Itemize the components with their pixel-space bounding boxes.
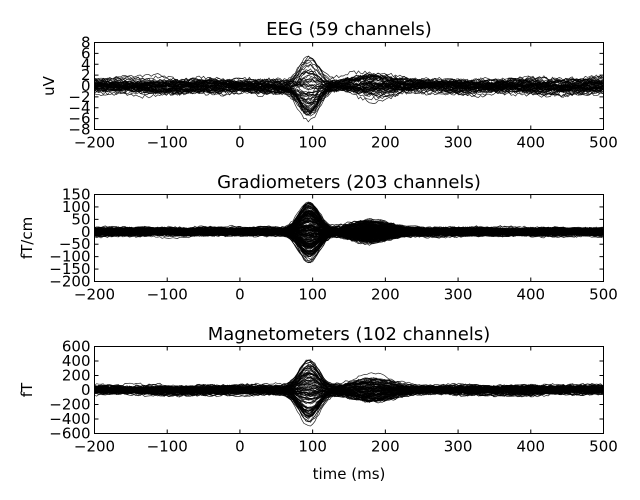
gradiometers-x-tick-label: 100 xyxy=(298,286,327,304)
magnetometers-channel-trace xyxy=(94,383,603,394)
magnetometers-y-tick-label: −400 xyxy=(49,410,90,428)
magnetometers-x-tick-label: 400 xyxy=(516,438,545,456)
eeg-channel-trace xyxy=(94,74,603,95)
gradiometers-title: Gradiometers (203 channels) xyxy=(217,172,481,193)
magnetometers-x-tick-label: 300 xyxy=(444,438,473,456)
eeg-x-tick-label: −200 xyxy=(74,134,115,152)
gradiometers-x-tick-label: 400 xyxy=(516,286,545,304)
gradiometers-channel-trace xyxy=(94,226,603,240)
eeg-y-tick-label: −4 xyxy=(68,99,90,117)
eeg-x-tick-label: −100 xyxy=(147,134,188,152)
magnetometers-x-tick-label: −100 xyxy=(147,438,188,456)
eeg-x-ticks: −200 −100 0 100 200 300 400 500 xyxy=(74,42,618,152)
magnetometers-x-tick-label: −200 xyxy=(74,438,115,456)
gradiometers-y-tick-label: 0 xyxy=(81,223,91,241)
gradiometers-y-tick-label: −100 xyxy=(49,248,90,266)
gradiometers-x-tick-label: −200 xyxy=(74,286,115,304)
magnetometers-y-tick-label: 200 xyxy=(62,367,91,385)
magnetometers-x-tick-label: 100 xyxy=(298,438,327,456)
eeg-x-tick-label: 300 xyxy=(444,134,473,152)
gradiometers-x-tick-label: 200 xyxy=(371,286,400,304)
magnetometers-traces xyxy=(94,359,604,427)
eeg-y-tick-label: 0 xyxy=(81,77,91,95)
magnetometers-channel-trace xyxy=(94,381,603,398)
gradiometers-y-tick-label: 50 xyxy=(71,210,90,228)
magnetometers-x-tick-label: 200 xyxy=(371,438,400,456)
eeg-axes-frame xyxy=(94,42,604,130)
magnetometers-y-tick-label: −200 xyxy=(49,396,90,414)
eeg-x-tick-label: 0 xyxy=(235,134,245,152)
eeg-y-tick-label: −6 xyxy=(68,110,90,128)
gradiometers-y-tick-label: 100 xyxy=(62,198,91,216)
eeg-channel-trace xyxy=(94,76,604,92)
gradiometers-x-tick-label: 500 xyxy=(589,286,618,304)
magnetometers-y-tick-label: 400 xyxy=(62,352,91,370)
magnetometers-x-tick-label: 500 xyxy=(589,438,618,456)
gradiometers-y-tick-label: −150 xyxy=(49,260,90,278)
gradiometers-x-tick-label: 0 xyxy=(235,286,245,304)
eeg-x-tick-label: 200 xyxy=(371,134,400,152)
magnetometers-y-tick-label: 600 xyxy=(62,338,91,356)
eeg-title: EEG (59 channels) xyxy=(266,19,432,40)
eeg-x-tick-label: 100 xyxy=(298,134,327,152)
gradiometers-x-ticks: −200 −100 0 100 200 300 400 500 xyxy=(74,194,618,304)
gradiometers-y-axis-label: fT/cm xyxy=(18,217,36,259)
magnetometers-y-axis-label: fT xyxy=(18,382,36,397)
eeg-traces xyxy=(94,55,604,123)
gradiometers-x-tick-label: −100 xyxy=(147,286,188,304)
gradiometers-panel: Gradiometers (203 channels) −200−150−100… xyxy=(18,172,618,304)
magnetometers-channel-trace xyxy=(94,359,603,394)
gradiometers-traces xyxy=(94,201,604,264)
gradiometers-y-tick-label: −200 xyxy=(49,273,90,291)
eeg-x-tick-label: 400 xyxy=(516,134,545,152)
magnetometers-channel-trace xyxy=(94,383,603,396)
magnetometers-axes-frame xyxy=(94,346,604,434)
x-axis-label: time (ms) xyxy=(313,465,386,483)
eeg-y-tick-label: −2 xyxy=(68,88,90,106)
gradiometers-x-tick-label: 300 xyxy=(444,286,473,304)
magnetometers-y-tick-label: −600 xyxy=(49,425,90,443)
eeg-y-tick-label: 8 xyxy=(81,34,91,52)
eeg-y-tick-label: 4 xyxy=(81,55,91,73)
magnetometers-x-ticks: −200 −100 0 100 200 300 400 500 xyxy=(74,346,618,456)
eeg-y-axis-label: uV xyxy=(40,75,58,96)
gradiometers-channel-trace xyxy=(94,225,603,239)
magnetometers-channel-trace xyxy=(94,376,603,396)
gradiometers-axes-frame xyxy=(94,194,604,282)
eeg-y-tick-label: −8 xyxy=(68,121,90,139)
eeg-x-tick-label: 500 xyxy=(589,134,618,152)
magnetometers-title: Magnetometers (102 channels) xyxy=(208,324,491,345)
eeg-y-tick-label: 6 xyxy=(81,44,91,62)
magnetometers-y-tick-label: 0 xyxy=(81,381,91,399)
magnetometers-panel: Magnetometers (102 channels) −600−400−20… xyxy=(18,324,618,456)
gradiometers-y-tick-label: −50 xyxy=(59,235,91,253)
gradiometers-channel-trace xyxy=(94,226,603,250)
magnetometers-x-tick-label: 0 xyxy=(235,438,245,456)
eeg-y-tick-label: 2 xyxy=(81,66,91,84)
eeg-channel-trace xyxy=(94,71,604,94)
gradiometers-y-tick-label: 150 xyxy=(62,186,91,204)
magnetometers-channel-trace xyxy=(94,382,603,397)
